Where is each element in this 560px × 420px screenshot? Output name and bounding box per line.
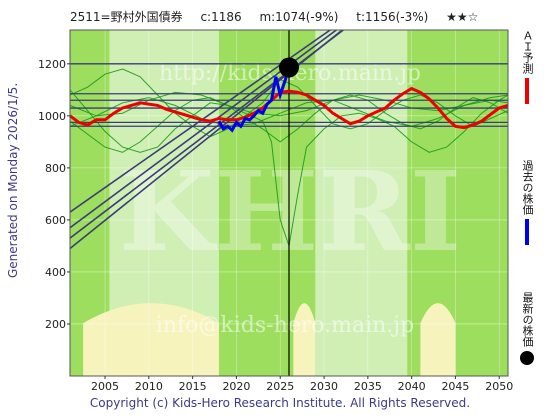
copyright-footer: Copyright (c) Kids-Hero Research Institu… [89,396,471,410]
x-tick-label-5: 2030 [310,380,338,393]
rating-stars: ★★☆ [446,10,479,24]
latest-price-marker [279,57,299,78]
legend-blue-swatch [525,219,529,245]
yellow-band-0 [83,303,219,376]
x-tick-label-1: 2010 [135,380,163,393]
y-tick-label-5: 1200 [38,58,66,71]
x-tick-label-2: 2015 [179,380,207,393]
legend-latest-price: 最新の株価 [514,292,540,365]
legend-latest-price-label: 最新の株価 [521,292,534,347]
chart-header: 2511=野村外国債券 c:1186 m:1074(-9%) t:1156(-3… [70,8,510,26]
x-tick-label-3: 2020 [222,380,250,393]
plot-area: http://kids-hero.main.jpKHRIinfo@kids-he… [70,30,508,376]
current-price: c:1186 [200,10,242,24]
fund-code-name: 2511=野村外国債券 [70,10,183,24]
legend-ai-forecast-label: ＡＩ予測 [521,30,534,74]
y-tick-label-1: 400 [45,266,66,279]
legend-past-price-label: 過去の株価 [521,160,534,215]
series-past-price [217,67,291,133]
mid-price: m:1074(-9%) [259,10,339,24]
legend-black-dot [520,351,534,365]
plot-frame [69,29,509,377]
x-tick-label-7: 2040 [398,380,426,393]
legend-ai-forecast: ＡＩ予測 [514,30,540,108]
x-tick-label-0: 2005 [91,380,119,393]
x-tick-label-4: 2025 [266,380,294,393]
legend-red-swatch [525,78,529,104]
light-band-1 [315,30,408,376]
y-tick-label-4: 1000 [38,110,66,123]
trend-line-1 [70,30,345,239]
legend-past-price: 過去の株価 [514,160,540,249]
yellow-band-2 [420,303,456,376]
y-tick-label-0: 200 [45,318,66,331]
trend-line-2 [70,30,338,229]
x-tick-label-8: 2045 [441,380,469,393]
series-ai-forecast [70,86,508,130]
x-tick-label-6: 2035 [354,380,382,393]
yellow-band-1 [293,303,316,376]
chart-legend: ＡＩ予測 過去の株価 最新の株価 [514,30,540,380]
trend-line-3 [70,30,332,213]
y-tick-label-2: 600 [45,214,66,227]
watermark-email: info@kids-hero.main.jp [156,313,414,338]
x-tick-label-9: 2050 [485,380,513,393]
target-price: t:1156(-3%) [356,10,429,24]
y-tick-label-3: 800 [45,162,66,175]
watermark-logo: KHRI [119,147,461,276]
